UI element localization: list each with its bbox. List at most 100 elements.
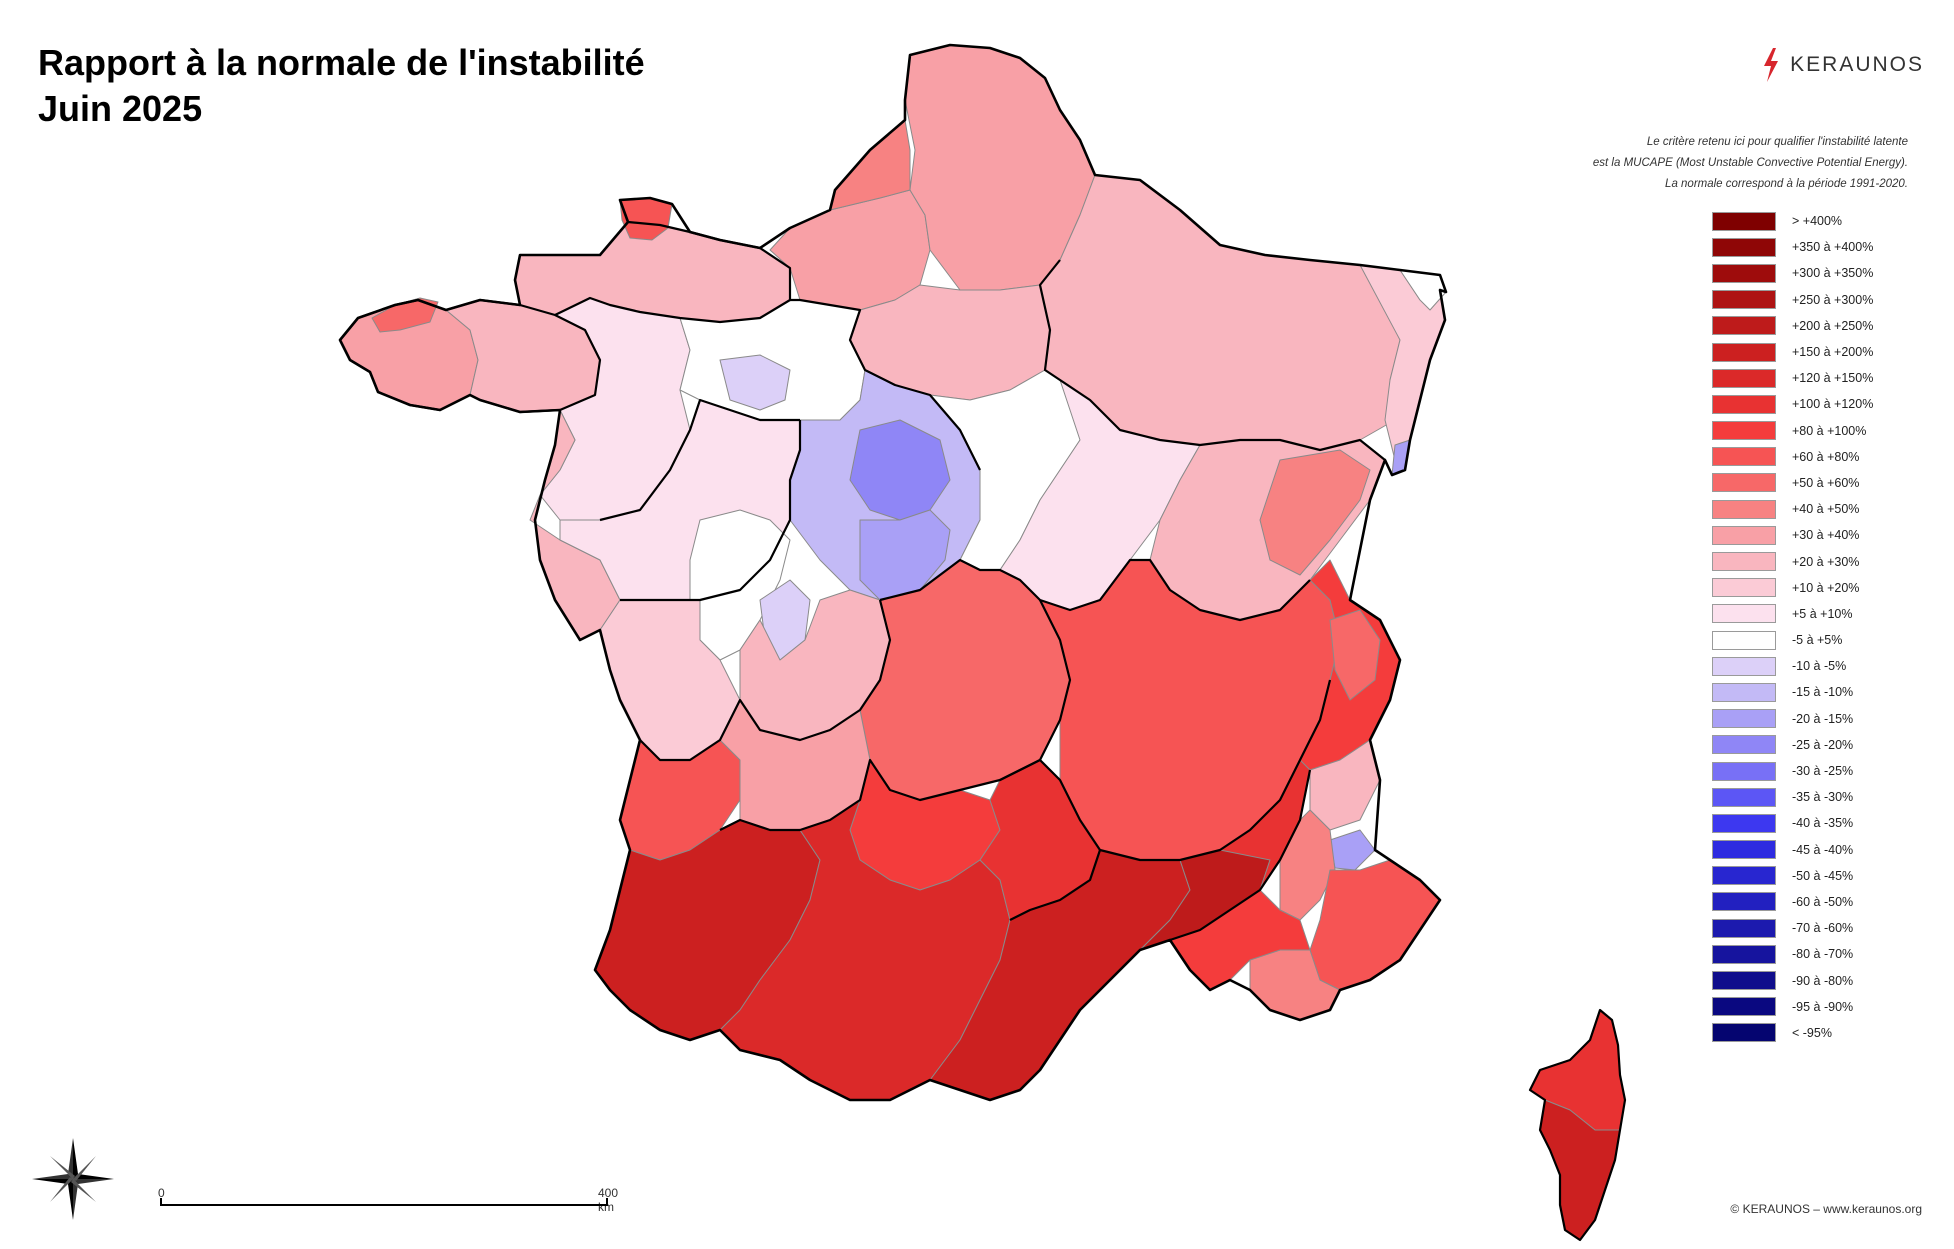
- legend-item: +150 à +200%: [1712, 339, 1873, 365]
- legend-swatch: [1712, 997, 1776, 1017]
- legend-label: -40 à -35%: [1792, 816, 1854, 831]
- legend-item: +20 à +30%: [1712, 548, 1873, 574]
- legend-label: +40 à +50%: [1792, 502, 1860, 517]
- legend-item: -30 à -25%: [1712, 758, 1873, 784]
- legend-item: > +400%: [1712, 208, 1873, 234]
- legend-label: -60 à -50%: [1792, 894, 1854, 909]
- legend-swatch: [1712, 421, 1776, 441]
- legend-item: -20 à -15%: [1712, 706, 1873, 732]
- legend-item: -15 à -10%: [1712, 679, 1873, 705]
- legend-swatch: [1712, 499, 1776, 519]
- legend-swatch: [1712, 735, 1776, 755]
- legend-label: -10 à -5%: [1792, 659, 1847, 674]
- legend-label: < -95%: [1792, 1025, 1832, 1040]
- compass-rose-icon: [32, 1138, 114, 1220]
- legend-item: -90 à -80%: [1712, 967, 1873, 993]
- legend-swatch: [1712, 630, 1776, 650]
- legend-swatch: [1712, 971, 1776, 991]
- legend-item: +60 à +80%: [1712, 444, 1873, 470]
- legend-swatch: [1712, 840, 1776, 860]
- scale-end-label: 400 km: [598, 1186, 619, 1214]
- legend-label: -25 à -20%: [1792, 737, 1854, 752]
- method-note: Le critère retenu ici pour qualifier l'i…: [1593, 132, 1908, 195]
- legend-label: -20 à -15%: [1792, 711, 1854, 726]
- legend-item: +5 à +10%: [1712, 601, 1873, 627]
- legend-swatch: [1712, 944, 1776, 964]
- legend-label: -70 à -60%: [1792, 921, 1854, 936]
- legend-label: +60 à +80%: [1792, 449, 1860, 464]
- legend-label: +80 à +100%: [1792, 423, 1867, 438]
- legend-swatch: [1712, 316, 1776, 336]
- legend-item: +30 à +40%: [1712, 522, 1873, 548]
- legend-item: +350 à +400%: [1712, 234, 1873, 260]
- region-sarthe-lowneg: [719, 354, 791, 411]
- legend-item: -80 à -70%: [1712, 941, 1873, 967]
- note-line-2: est la MUCAPE (Most Unstable Convective …: [1592, 157, 1908, 169]
- legend-swatch: [1712, 918, 1776, 938]
- legend-label: +150 à +200%: [1792, 345, 1874, 360]
- legend-swatch: [1712, 709, 1776, 729]
- legend-item: -25 à -20%: [1712, 732, 1873, 758]
- france-outline: [338, 43, 1448, 1102]
- legend-swatch: [1712, 290, 1776, 310]
- title-line-2: Juin 2025: [38, 88, 203, 129]
- legend-item: -5 à +5%: [1712, 627, 1873, 653]
- legend-swatch: [1712, 342, 1776, 362]
- legend-label: -90 à -80%: [1792, 973, 1854, 988]
- legend-label: +100 à +120%: [1792, 397, 1874, 412]
- legend-label: -50 à -45%: [1792, 868, 1854, 883]
- legend-swatch: [1712, 263, 1776, 283]
- legend-swatch: [1712, 656, 1776, 676]
- legend-swatch: [1712, 552, 1776, 572]
- legend-swatch: [1712, 866, 1776, 886]
- legend-label: -5 à +5%: [1792, 633, 1843, 648]
- legend-item: -45 à -40%: [1712, 837, 1873, 863]
- region-normandie-est: [769, 189, 931, 311]
- legend-swatch: [1712, 604, 1776, 624]
- legend-label: -80 à -70%: [1792, 947, 1854, 962]
- note-line-1: Le critère retenu ici pour qualifier l'i…: [1646, 136, 1908, 148]
- legend-label: +5 à +10%: [1792, 606, 1853, 621]
- legend-item: +300 à +350%: [1712, 260, 1873, 286]
- scale-line: [160, 1204, 608, 1206]
- map-title: Rapport à la normale de l'instabilité Ju…: [38, 40, 645, 132]
- legend-label: -45 à -40%: [1792, 842, 1854, 857]
- legend-swatch: [1712, 892, 1776, 912]
- map-regions: [339, 44, 1626, 1241]
- copyright-text: © KERAUNOS – www.keraunos.org: [1730, 1202, 1922, 1216]
- legend-swatch: [1712, 473, 1776, 493]
- legend-item: +120 à +150%: [1712, 365, 1873, 391]
- color-legend: > +400% +350 à +400% +300 à +350% +250 à +3…: [1712, 208, 1873, 1046]
- region-doubs: [1259, 449, 1371, 576]
- region-haute-savoie-east: [1329, 609, 1381, 701]
- note-line-3: La normale correspond à la période 1991-…: [1665, 178, 1908, 190]
- brand-name: KERAUNOS: [1790, 53, 1924, 76]
- legend-item: -70 à -60%: [1712, 915, 1873, 941]
- legend-label: -35 à -30%: [1792, 790, 1854, 805]
- legend-label: +30 à +40%: [1792, 528, 1860, 543]
- legend-item: +10 à +20%: [1712, 575, 1873, 601]
- legend-label: +250 à +300%: [1792, 292, 1874, 307]
- legend-label: > +400%: [1792, 214, 1843, 229]
- legend-swatch: [1712, 682, 1776, 702]
- legend-item: +40 à +50%: [1712, 496, 1873, 522]
- legend-item: +100 à +120%: [1712, 391, 1873, 417]
- legend-item: +250 à +300%: [1712, 287, 1873, 313]
- brand-logo[interactable]: KERAUNOS: [1762, 48, 1924, 82]
- legend-swatch: [1712, 761, 1776, 781]
- legend-label: +20 à +30%: [1792, 554, 1860, 569]
- legend-label: -30 à -25%: [1792, 764, 1854, 779]
- title-line-1: Rapport à la normale de l'instabilité: [38, 42, 645, 83]
- legend-swatch: [1712, 1023, 1776, 1043]
- scale-tick-start: [160, 1198, 162, 1206]
- legend-item: -40 à -35%: [1712, 810, 1873, 836]
- legend-label: -95 à -90%: [1792, 999, 1854, 1014]
- legend-item: < -95%: [1712, 1020, 1873, 1046]
- scale-start-label: 0: [158, 1186, 165, 1200]
- region-indre-south: [859, 509, 951, 601]
- legend-item: -10 à -5%: [1712, 653, 1873, 679]
- legend-swatch: [1712, 813, 1776, 833]
- legend-item: -35 à -30%: [1712, 784, 1873, 810]
- legend-label: +300 à +350%: [1792, 266, 1874, 281]
